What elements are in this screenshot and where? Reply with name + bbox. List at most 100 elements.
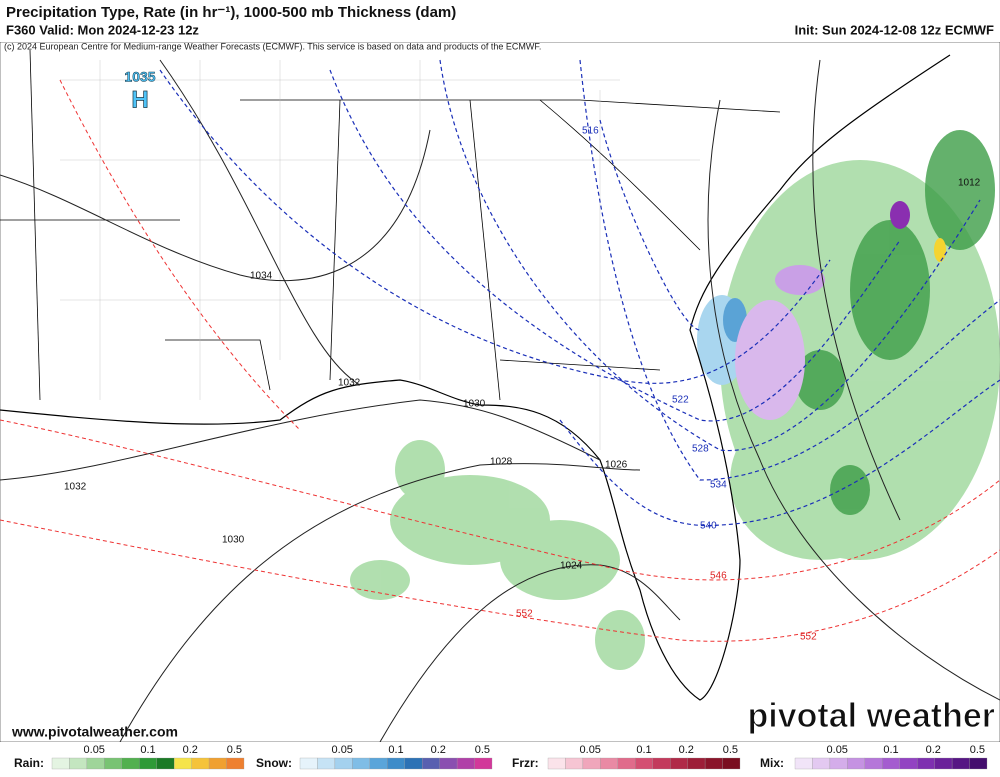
thickness-label: 540: [700, 521, 717, 532]
legend-swatch: [847, 757, 865, 770]
legend-swatch: [794, 757, 813, 770]
legend-swatch: [404, 757, 423, 770]
isobar-labels: 1034 1032 1030 1028 1026 1024 1032 1030 …: [64, 178, 981, 572]
legend-swatch: [387, 757, 405, 770]
snow-mix-area: [697, 201, 946, 420]
legend-swatch: [882, 757, 900, 770]
legend-title: Snow:: [256, 756, 292, 770]
legend-swatch: [899, 757, 918, 770]
legend-swatch: [829, 757, 848, 770]
legend-swatch: [670, 757, 688, 770]
isobar-label: 1024: [560, 561, 583, 572]
legend-swatch: [86, 757, 105, 770]
website: www.pivotalweather.com: [11, 724, 178, 740]
credit: (c) 2024 European Centre for Medium-rang…: [4, 41, 541, 51]
legend-swatch: [69, 757, 88, 770]
legend-tick: 0.1: [140, 744, 155, 756]
legend-tick: 0.1: [388, 744, 403, 756]
legend-swatch: [600, 757, 618, 770]
legend-tick: 0.2: [183, 744, 198, 756]
header: Precipitation Type, Rate (in hr⁻¹), 1000…: [0, 0, 1000, 51]
legend-swatch: [334, 757, 353, 770]
high-pressure-label: H: [131, 86, 148, 113]
legend-tick: 0.5: [970, 744, 985, 756]
legend-tick: 0.2: [679, 744, 694, 756]
high-pressure-value: 1035: [124, 69, 155, 85]
isobar-label: 1030: [222, 535, 245, 546]
legend-swatch: [687, 757, 706, 770]
legend-swatch: [352, 757, 370, 770]
legend-tick: 0.05: [580, 744, 601, 756]
brand-logo: pivotal weather: [747, 697, 995, 735]
legend-swatch: [722, 757, 741, 770]
thickness-label: 516: [582, 126, 599, 137]
thickness-label: 552: [516, 609, 533, 620]
legend-swatch: [156, 757, 175, 770]
legend-tick: 0.2: [431, 744, 446, 756]
legend-title: Frzr:: [512, 756, 539, 770]
legend-tick: 0.5: [475, 744, 490, 756]
legend-swatch: [951, 757, 970, 770]
legend-swatch: [299, 757, 318, 770]
isobar-label: 1032: [338, 378, 361, 389]
rain-area: [350, 160, 1000, 670]
legend-swatch: [439, 757, 458, 770]
legend-swatch: [121, 757, 140, 770]
legend-swatch: [317, 757, 336, 770]
thickness-labels: 516 522 528 534 540 546 552 552: [516, 126, 817, 643]
legend-swatch: [139, 757, 157, 770]
legend-swatch: [422, 757, 440, 770]
legend-swatch: [547, 757, 566, 770]
legend-tick: 0.05: [332, 744, 353, 756]
legend-tick: 0.1: [883, 744, 898, 756]
legend-swatch: [104, 757, 122, 770]
legend-swatch: [174, 757, 192, 770]
legend-swatch: [969, 757, 988, 770]
valid-time: F360 Valid: Mon 2024-12-23 12z: [6, 22, 199, 37]
legend-swatch: [51, 757, 70, 770]
legend-swatch: [917, 757, 935, 770]
isobar-label: 1028: [490, 457, 513, 468]
legend-swatch: [226, 757, 245, 770]
legend-swatch: [864, 757, 883, 770]
legend-swatch: [474, 757, 493, 770]
legend-swatch: [208, 757, 227, 770]
legend-tick: 0.2: [926, 744, 941, 756]
thickness-label: 546: [710, 571, 727, 582]
isobar-label: 1030: [463, 399, 486, 410]
legend-swatch: [565, 757, 584, 770]
title: Precipitation Type, Rate (in hr⁻¹), 1000…: [6, 4, 456, 21]
legend-title: Rain:: [14, 756, 44, 770]
isobars: [0, 59, 1000, 743]
legend-swatch: [812, 757, 831, 770]
thickness-label: 522: [672, 395, 689, 406]
isobar-label: 1032: [64, 482, 87, 493]
thickness-label: 528: [692, 444, 709, 455]
init-time: Init: Sun 2024-12-08 12z ECMWF: [795, 22, 994, 37]
thickness-warm: [0, 79, 1000, 642]
legend-tick: 0.05: [84, 744, 105, 756]
legend-swatch: [369, 757, 388, 770]
legend-swatch: [652, 757, 671, 770]
map: 1035 H 1034 1032 1030 1028 1026 1024 103…: [0, 41, 1000, 743]
thickness-lines: [159, 59, 1000, 527]
isobar-label: 1012: [958, 178, 981, 189]
legend-tick: 0.5: [723, 744, 738, 756]
thickness-label: 552: [800, 632, 817, 643]
legend-swatch: [582, 757, 601, 770]
legend-swatch: [617, 757, 636, 770]
legend-swatch: [191, 757, 210, 770]
legend-title: Mix:: [760, 756, 784, 770]
legend: Rain: 0.05 0.1 0.2 0.5 Snow: 0.05 0.1 0.2 0.5 Frzr…: [0, 742, 1000, 772]
isobar-label: 1026: [605, 460, 628, 471]
legend-swatch: [934, 757, 953, 770]
thickness-label: 534: [710, 480, 727, 491]
isobar-label: 1034: [250, 271, 273, 282]
legend-tick: 0.05: [827, 744, 848, 756]
legend-swatch: [704, 757, 723, 770]
legend-tick: 0.5: [227, 744, 242, 756]
legend-swatch: [456, 757, 475, 770]
legend-swatch: [635, 757, 653, 770]
legend-tick: 0.1: [636, 744, 651, 756]
